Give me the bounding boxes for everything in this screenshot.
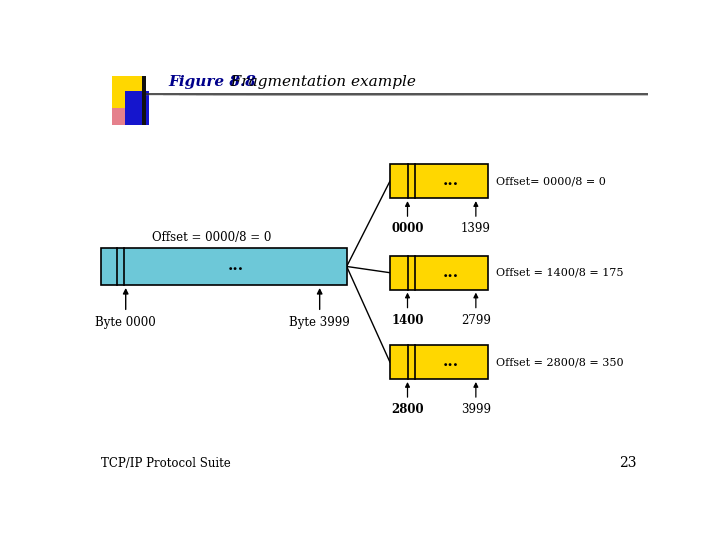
Text: ...: ...	[442, 174, 459, 188]
Bar	[390, 255, 487, 290]
Text: Figure 8.8: Figure 8.8	[168, 75, 256, 89]
Text: Byte 3999: Byte 3999	[289, 316, 350, 329]
Text: Byte 0000: Byte 0000	[95, 316, 156, 329]
Text: 0000: 0000	[391, 222, 424, 235]
Text: 1399: 1399	[461, 222, 491, 235]
Text: 2800: 2800	[391, 403, 424, 416]
Text: 1400: 1400	[391, 314, 424, 327]
Text: ...: ...	[442, 266, 459, 280]
Text: Offset = 0000/8 = 0: Offset = 0000/8 = 0	[152, 231, 271, 244]
Text: Offset= 0000/8 = 0: Offset= 0000/8 = 0	[496, 176, 606, 186]
Bar	[101, 248, 347, 285]
Text: TCP/IP Protocol Suite: TCP/IP Protocol Suite	[101, 457, 231, 470]
Bar	[112, 104, 129, 125]
Text: Offset = 1400/8 = 175: Offset = 1400/8 = 175	[496, 268, 624, 278]
Bar	[125, 91, 149, 125]
Bar	[112, 76, 145, 109]
Text: 23: 23	[619, 456, 637, 470]
Text: 3999: 3999	[461, 403, 491, 416]
Text: ...: ...	[442, 355, 459, 369]
Text: Offset = 2800/8 = 350: Offset = 2800/8 = 350	[496, 357, 624, 367]
Text: ...: ...	[228, 259, 244, 273]
Bar	[143, 76, 145, 125]
Bar	[390, 164, 487, 198]
Text: 2799: 2799	[461, 314, 491, 327]
Bar	[390, 345, 487, 379]
Text: Fragmentation example: Fragmentation example	[221, 75, 416, 89]
